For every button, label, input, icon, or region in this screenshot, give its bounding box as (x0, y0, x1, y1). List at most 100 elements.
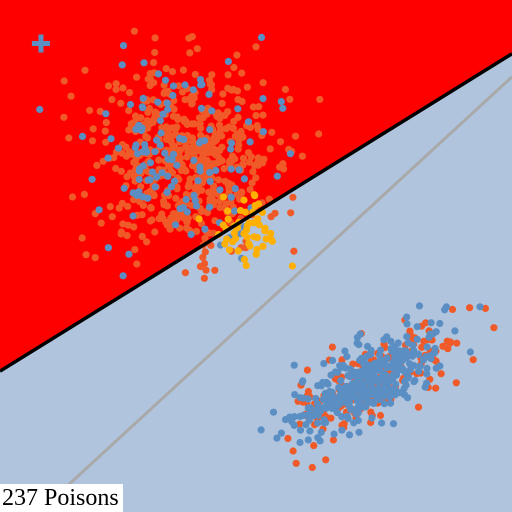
blue-data-point (377, 347, 384, 354)
yellow-data-point (235, 247, 242, 254)
yellow-data-point (289, 262, 296, 269)
blue-data-point (127, 101, 134, 108)
red-data-point (192, 71, 199, 78)
blue-data-point (476, 303, 483, 310)
red-data-point (98, 220, 105, 227)
blue-data-point (206, 169, 213, 176)
yellow-data-point (253, 246, 260, 253)
blue-data-point (378, 385, 385, 392)
red-data-point (147, 217, 154, 224)
blue-data-point (374, 375, 381, 382)
yellow-data-point (259, 243, 266, 250)
blue-data-point (183, 196, 190, 203)
red-data-point (61, 77, 68, 84)
blue-data-point (305, 395, 312, 402)
red-data-point (212, 151, 219, 158)
red-data-point (271, 210, 278, 217)
red-data-point (191, 120, 198, 127)
blue-data-point (346, 431, 353, 438)
blue-data-point (362, 401, 369, 408)
blue-data-point (393, 350, 400, 357)
red-data-point (189, 138, 196, 145)
red-data-point (230, 86, 237, 93)
blue-data-point (232, 185, 239, 192)
red-data-point (202, 267, 209, 274)
blue-data-point (388, 345, 395, 352)
blue-data-point (355, 341, 362, 348)
red-data-point (125, 107, 132, 114)
red-data-point (188, 100, 195, 107)
red-data-point (233, 52, 240, 59)
blue-data-point (157, 117, 164, 124)
blue-data-point (154, 99, 161, 106)
blue-data-point (368, 414, 375, 421)
red-data-point (108, 96, 115, 103)
red-data-point (206, 195, 213, 202)
blue-data-point (314, 419, 321, 426)
red-data-point (90, 125, 97, 132)
blue-data-point (338, 427, 345, 434)
blue-data-point (132, 126, 139, 133)
blue-data-point (177, 205, 184, 212)
red-data-point (186, 49, 193, 56)
blue-data-point (102, 110, 109, 117)
blue-data-point (322, 419, 329, 426)
red-data-point (239, 98, 246, 105)
blue-data-point (389, 371, 396, 378)
red-data-point (213, 136, 220, 143)
blue-data-point (367, 351, 374, 358)
red-data-point (143, 238, 150, 245)
red-data-point (377, 412, 384, 419)
red-data-point (132, 112, 139, 119)
blue-data-point (320, 360, 327, 367)
blue-data-point (130, 212, 137, 219)
yellow-data-point (245, 240, 252, 247)
blue-data-point (172, 221, 179, 228)
blue-data-point (119, 61, 126, 68)
red-data-point (67, 93, 74, 100)
blue-data-point (139, 103, 146, 110)
red-data-point (299, 153, 306, 160)
blue-data-point (134, 150, 141, 157)
red-data-point (204, 157, 211, 164)
red-data-point (238, 70, 245, 77)
blue-data-point (190, 157, 197, 164)
blue-data-point (357, 381, 364, 388)
blue-data-point (258, 34, 265, 41)
blue-data-point (206, 204, 213, 211)
blue-data-point (164, 189, 171, 196)
blue-data-point (181, 81, 188, 88)
blue-data-point (207, 178, 214, 185)
blue-data-point (170, 82, 177, 89)
red-data-point (284, 435, 291, 442)
blue-data-point (394, 366, 401, 373)
red-data-point (172, 195, 179, 202)
blue-data-point (451, 327, 458, 334)
blue-data-point (395, 339, 402, 346)
blue-data-point (197, 138, 204, 145)
red-data-point (260, 79, 267, 86)
red-data-point (252, 174, 259, 181)
blue-data-point (259, 95, 266, 102)
blue-data-point (314, 434, 321, 441)
blue-data-point (436, 362, 443, 369)
blue-data-point (132, 144, 139, 151)
red-data-point (254, 122, 261, 129)
red-data-point (83, 251, 90, 258)
red-data-point (202, 248, 209, 255)
red-data-point (310, 442, 317, 449)
blue-data-point (324, 381, 331, 388)
red-data-point (287, 209, 294, 216)
red-data-point (131, 246, 138, 253)
red-data-point (69, 193, 76, 200)
red-data-point (470, 356, 477, 363)
blue-data-point (405, 373, 412, 380)
blue-data-point (120, 42, 127, 49)
blue-data-point (346, 403, 353, 410)
blue-data-point (241, 175, 248, 182)
red-data-point (163, 65, 170, 72)
red-data-point (133, 260, 140, 267)
blue-data-point (140, 59, 147, 66)
red-data-point (215, 158, 222, 165)
